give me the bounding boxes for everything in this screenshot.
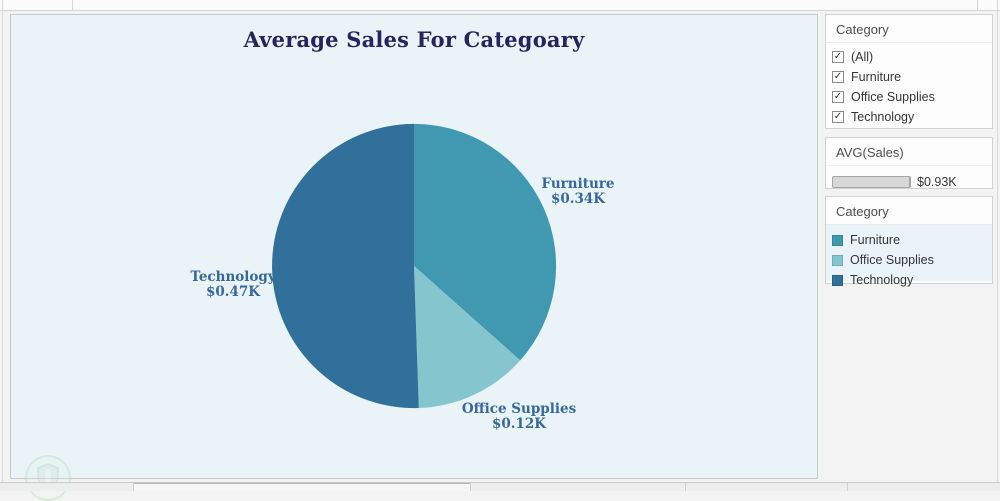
sheet-tab-divider [470,483,471,491]
filter-item-label: Technology [851,110,915,124]
pie-label-category: Furniture [541,176,615,192]
pie-label-category: Technology [190,269,276,285]
sheet-tab-divider [685,483,686,491]
legend-item-office-supplies[interactable]: Office Supplies [832,250,992,270]
category-legend-panel: Category Furniture Office Supplies Techn… [825,196,993,287]
chart-panel: Average Sales For Categoary Furniture $0… [10,14,818,501]
pie-label-value: $0.34K [550,191,606,207]
checkbox-office-supplies[interactable] [832,91,844,103]
checkbox-furniture[interactable] [832,71,844,83]
legend-swatch-technology [832,274,843,286]
filter-panel-title: Category [826,15,992,43]
pie-label-office-supplies: Office Supplies $0.12K [462,402,576,432]
pie-slice-office-supplies[interactable] [414,266,521,409]
legend-rows: Furniture Office Supplies Technology [826,225,992,287]
filter-item-label: Office Supplies [851,90,935,104]
avg-sales-slider[interactable] [832,176,911,188]
legend-item-label: Office Supplies [850,253,934,267]
pie-label-value: $0.47K [205,284,261,300]
watermark-ring [25,455,71,501]
pie-slice-technology[interactable] [272,123,419,409]
checkbox-all[interactable] [832,51,844,63]
sheet-tab-divider [133,483,134,491]
pie-label-value: $0.12K [491,416,546,432]
toolbar-divider [977,0,978,11]
watermark-logo [25,455,71,501]
pie-label-technology: Technology $0.47K [190,270,275,300]
filter-item-label: (All) [851,50,874,64]
filter-item-office-supplies[interactable]: Office Supplies [832,87,992,107]
sheet-tab-strip [0,482,1000,491]
avg-sales-value: $0.93K [917,175,957,189]
filter-item-all[interactable]: (All) [832,47,992,67]
avg-sales-panel: AVG(Sales) $0.93K [825,137,993,189]
legend-swatch-office-supplies [832,254,843,266]
active-sheet-tab[interactable] [133,483,470,491]
legend-panel-title: Category [826,197,992,225]
filter-rows: (All) Furniture Office Supplies Technolo… [826,43,992,127]
legend-swatch-furniture [832,234,843,246]
chart-title: Average Sales For Categoary [243,27,585,52]
sheet-tab-divider [847,483,848,491]
legend-item-furniture[interactable]: Furniture [832,230,992,250]
legend-item-technology[interactable]: Technology [832,270,992,290]
window-right-border [997,0,998,491]
top-toolbar-strip [0,0,1000,11]
toolbar-divider [72,0,73,11]
legend-item-label: Furniture [850,233,901,247]
filter-item-furniture[interactable]: Furniture [832,67,992,87]
avg-sales-title: AVG(Sales) [826,138,992,166]
checkbox-technology[interactable] [832,111,844,123]
category-filter-panel: Category (All) Furniture Office Supplies… [825,14,993,129]
pie-chart[interactable] [270,122,558,410]
filter-item-technology[interactable]: Technology [832,107,992,127]
legend-item-label: Technology [850,273,914,287]
filter-item-label: Furniture [851,70,902,84]
window-left-border [2,0,3,491]
pie-label-furniture: Furniture $0.34K [542,177,615,207]
avg-sales-slider-row: $0.93K [826,166,992,189]
pie-label-category: Office Supplies [461,401,577,417]
pie-slice-furniture[interactable] [414,123,557,361]
